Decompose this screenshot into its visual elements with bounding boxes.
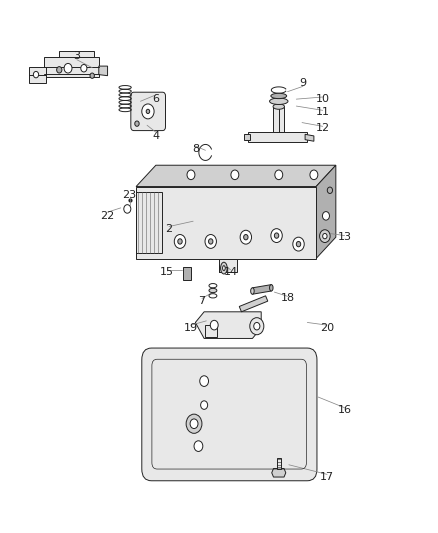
Polygon shape xyxy=(136,165,335,187)
Circle shape xyxy=(146,109,149,114)
FancyBboxPatch shape xyxy=(131,92,165,131)
Text: 10: 10 xyxy=(315,94,329,103)
Circle shape xyxy=(230,170,238,180)
Polygon shape xyxy=(28,67,46,83)
Circle shape xyxy=(124,205,131,213)
Text: 3: 3 xyxy=(73,51,80,61)
Text: 14: 14 xyxy=(223,267,237,277)
Circle shape xyxy=(326,187,332,193)
Text: 18: 18 xyxy=(280,294,294,303)
Text: 6: 6 xyxy=(152,94,159,103)
Circle shape xyxy=(141,104,154,119)
Circle shape xyxy=(57,67,62,73)
Text: 11: 11 xyxy=(315,107,329,117)
Circle shape xyxy=(194,441,202,451)
Circle shape xyxy=(253,322,259,330)
Text: 15: 15 xyxy=(159,267,173,277)
Text: 9: 9 xyxy=(299,78,306,87)
Circle shape xyxy=(33,71,39,78)
Polygon shape xyxy=(252,285,271,294)
Text: 2: 2 xyxy=(165,224,172,234)
Polygon shape xyxy=(44,57,99,77)
Polygon shape xyxy=(59,51,94,57)
Text: 22: 22 xyxy=(100,211,114,221)
Circle shape xyxy=(177,239,182,244)
Circle shape xyxy=(274,233,278,238)
Circle shape xyxy=(296,241,300,247)
Text: 7: 7 xyxy=(198,296,205,306)
Circle shape xyxy=(81,64,87,72)
Polygon shape xyxy=(272,107,284,132)
Circle shape xyxy=(319,230,329,243)
Ellipse shape xyxy=(208,288,216,293)
Polygon shape xyxy=(304,134,313,141)
Circle shape xyxy=(64,63,72,73)
Circle shape xyxy=(292,237,304,251)
Bar xyxy=(276,458,280,469)
Polygon shape xyxy=(271,469,285,477)
Polygon shape xyxy=(219,259,237,272)
Ellipse shape xyxy=(272,104,284,109)
Circle shape xyxy=(186,414,201,433)
Polygon shape xyxy=(99,66,107,76)
Text: 19: 19 xyxy=(184,323,198,333)
Circle shape xyxy=(249,318,263,335)
Text: 20: 20 xyxy=(319,323,333,333)
Circle shape xyxy=(190,419,198,429)
Bar xyxy=(183,266,191,280)
Ellipse shape xyxy=(220,262,227,274)
Circle shape xyxy=(90,73,94,78)
Ellipse shape xyxy=(269,98,287,104)
Ellipse shape xyxy=(222,265,225,271)
Circle shape xyxy=(322,233,326,239)
Ellipse shape xyxy=(250,288,254,294)
Polygon shape xyxy=(136,187,315,259)
Text: 8: 8 xyxy=(191,144,198,154)
Text: 23: 23 xyxy=(122,190,136,199)
Circle shape xyxy=(270,229,282,243)
Polygon shape xyxy=(239,296,267,312)
Text: 17: 17 xyxy=(319,472,333,482)
Polygon shape xyxy=(243,134,250,140)
Polygon shape xyxy=(247,132,307,142)
Circle shape xyxy=(199,376,208,386)
Text: 13: 13 xyxy=(337,232,351,242)
Circle shape xyxy=(174,235,185,248)
Circle shape xyxy=(134,121,139,126)
Text: 12: 12 xyxy=(315,123,329,133)
Circle shape xyxy=(208,239,212,244)
Circle shape xyxy=(321,212,328,220)
Circle shape xyxy=(205,235,216,248)
Circle shape xyxy=(309,170,317,180)
Circle shape xyxy=(210,320,218,330)
Text: 16: 16 xyxy=(337,406,351,415)
Text: 4: 4 xyxy=(152,131,159,141)
Circle shape xyxy=(274,170,282,180)
Polygon shape xyxy=(315,165,335,259)
Circle shape xyxy=(240,230,251,244)
Circle shape xyxy=(187,170,194,180)
Ellipse shape xyxy=(270,93,286,99)
Circle shape xyxy=(200,401,207,409)
Polygon shape xyxy=(195,312,261,338)
Bar xyxy=(205,325,217,337)
Circle shape xyxy=(243,235,247,240)
FancyBboxPatch shape xyxy=(141,348,316,481)
Ellipse shape xyxy=(269,285,272,291)
